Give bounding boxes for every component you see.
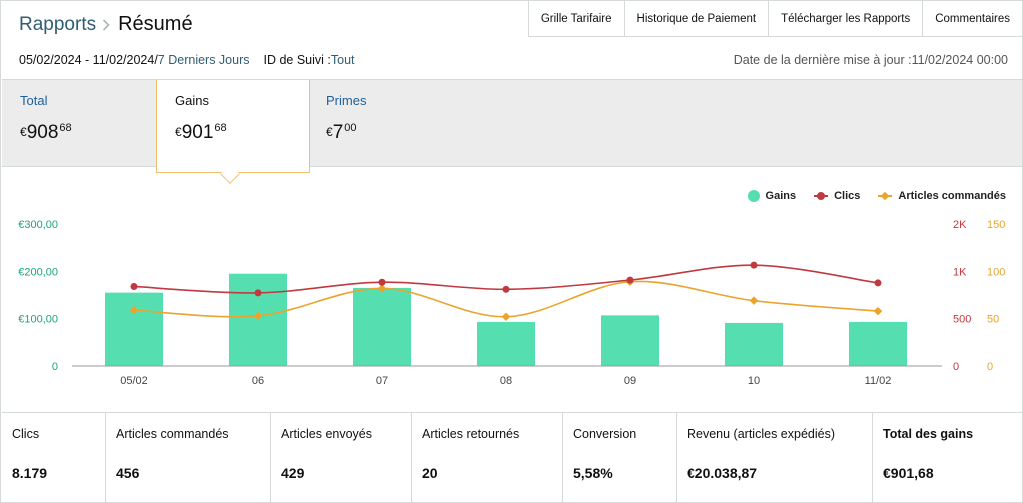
left-axis-tick: 0	[52, 361, 58, 373]
date-range: 05/02/2024 - 11/02/2024	[19, 53, 155, 67]
summary-total-value: €908 68	[20, 122, 72, 143]
x-axis-tick: 08	[500, 375, 512, 387]
clicks-point	[378, 278, 386, 286]
summary-earnings[interactable]: Gains €901 68	[156, 80, 310, 184]
legend-gains-swatch	[747, 190, 760, 202]
chart-legend: Gains Clics Articles commandés	[747, 190, 1006, 202]
left-axis-tick: €300,00	[18, 219, 58, 231]
report-tabs: Grille Tarifaire Historique de Paiement …	[527, 1, 1022, 37]
right-axis-ordered-tick: 0	[987, 361, 993, 373]
summary-band: Total €908 68 Gains €901 68 Primes €7 00	[2, 79, 1022, 184]
stat-clicks: Clics 8.179	[2, 413, 106, 503]
right-axis-clicks-tick: 500	[953, 314, 971, 326]
gains-bar	[477, 321, 535, 366]
last-updated: Date de la dernière mise à jour :11/02/2…	[733, 53, 1008, 67]
summary-bonus[interactable]: Primes €7 00	[308, 80, 462, 168]
tracking-id-label: ID de Suivi :	[263, 53, 331, 67]
date-filter-row: 05/02/2024 - 11/02/2024 / 7 Derniers Jou…	[19, 53, 355, 67]
tab-payment-history[interactable]: Historique de Paiement	[625, 1, 770, 36]
x-axis-tick: 06	[252, 375, 264, 387]
tab-download-reports[interactable]: Télécharger les Rapports	[769, 1, 924, 36]
stats-row: Clics 8.179 Articles commandés 456 Article…	[2, 412, 1022, 503]
gains-bar	[105, 292, 163, 366]
date-separator: /	[154, 53, 158, 67]
clicks-point	[130, 282, 138, 290]
clicks-point	[750, 261, 758, 269]
ordered-point	[501, 312, 511, 322]
ordered-point	[377, 284, 387, 293]
x-axis-tick: 05/02	[120, 375, 148, 387]
earnings-chart: Gains Clics Articles commandés 0 €100,00 €…	[2, 168, 1022, 412]
x-axis-tick: 09	[624, 375, 636, 387]
summary-total[interactable]: Total €908 68	[2, 80, 156, 168]
gains-bar	[601, 315, 659, 366]
ordered-point	[873, 306, 883, 316]
right-axis-clicks-tick: 2K	[953, 219, 967, 231]
period-selector[interactable]: 7 Derniers Jours	[157, 53, 250, 67]
clicks-point	[874, 279, 882, 287]
summary-earnings-label: Gains	[175, 93, 209, 108]
clicks-point	[626, 276, 634, 284]
summary-earnings-value: €901 68	[175, 122, 227, 143]
gains-bar	[725, 322, 783, 366]
legend-ordered-swatch	[878, 191, 893, 201]
stat-total-earnings: Total des gains €901,68	[883, 427, 974, 481]
chevron-right-icon	[102, 18, 110, 31]
right-axis-ordered-tick: 100	[987, 266, 1005, 278]
stat-revenue: Revenu (articles expédiés) €20.038,87	[677, 413, 873, 503]
page-title: Résumé	[118, 13, 193, 35]
stat-conversion: Conversion 5,58%	[563, 413, 677, 503]
left-axis-tick: €200,00	[18, 266, 58, 278]
tab-comments[interactable]: Commentaires	[935, 12, 1010, 25]
stat-returned: Articles retournés 20	[412, 413, 563, 503]
right-axis-clicks-tick: 1K	[953, 266, 967, 278]
legend-ordered[interactable]: Articles commandés	[878, 190, 1006, 202]
right-axis-ordered-tick: 150	[987, 219, 1005, 231]
right-axis-ordered-tick: 50	[987, 314, 999, 326]
x-axis-tick: 10	[748, 375, 760, 387]
clicks-point	[502, 285, 510, 293]
stat-shipped: Articles envoyés 429	[271, 413, 412, 503]
breadcrumb-reports-link[interactable]: Rapports	[19, 13, 97, 35]
chart-canvas: 0 €100,00 €200,00 €300,00 0 500 1K 2K 0 50 100 150 0…	[18, 219, 1005, 387]
ordered-point	[253, 311, 263, 321]
gains-bar	[353, 287, 411, 366]
x-axis-tick: 07	[376, 375, 388, 387]
left-axis-tick: €100,00	[18, 314, 58, 326]
summary-bonus-value: €7 00	[326, 122, 357, 143]
legend-clicks[interactable]: Clics	[814, 190, 860, 202]
x-axis-tick: 11/02	[865, 375, 892, 387]
legend-clicks-swatch	[814, 192, 829, 200]
summary-bonus-label: Primes	[326, 93, 367, 108]
gains-bar	[849, 321, 907, 366]
right-axis-clicks-tick: 0	[953, 361, 959, 373]
legend-gains[interactable]: Gains	[747, 190, 796, 202]
summary-total-label: Total	[20, 93, 48, 108]
breadcrumb: Rapports Résumé	[19, 13, 193, 36]
stat-ordered: Articles commandés 456	[106, 413, 271, 503]
ordered-point	[129, 305, 139, 315]
ordered-point	[749, 296, 759, 305]
clicks-point	[254, 289, 262, 297]
tracking-id-selector[interactable]: Tout	[330, 53, 355, 67]
tab-price-grid[interactable]: Grille Tarifaire	[529, 1, 625, 36]
